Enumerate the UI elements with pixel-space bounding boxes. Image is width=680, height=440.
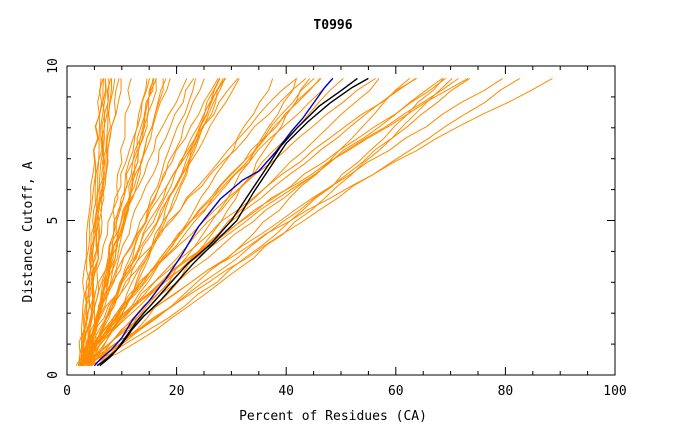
model-curve	[89, 78, 167, 366]
highlight-black-2-curve	[99, 77, 369, 367]
model-curve	[91, 78, 226, 366]
model-curve	[81, 78, 307, 366]
model-curve	[87, 77, 471, 367]
model-curve	[78, 78, 444, 367]
x-tick-label: 60	[388, 384, 404, 399]
x-tick-label: 100	[603, 384, 626, 399]
model-curve	[80, 78, 315, 367]
model-curve	[89, 78, 227, 366]
y-tick-label: 0	[46, 371, 61, 379]
model-curve	[82, 78, 157, 366]
y-tick-label: 5	[46, 217, 61, 225]
model-curve	[81, 78, 113, 366]
model-curve	[79, 78, 447, 366]
y-tick-label: 10	[46, 58, 61, 74]
model-curve	[86, 78, 157, 366]
chart-title: T0996	[313, 18, 352, 33]
x-tick-label: 20	[169, 384, 185, 399]
model-curve	[77, 78, 226, 367]
model-curve	[81, 78, 116, 366]
highlight-blue-curve	[93, 77, 334, 367]
model-curve	[88, 78, 380, 367]
model-curve	[79, 78, 154, 366]
model-curve	[89, 77, 417, 366]
model-curve	[84, 78, 297, 367]
model-curve	[89, 78, 205, 366]
model-curve	[79, 78, 274, 367]
model-curve	[90, 78, 110, 366]
model-curve	[82, 77, 459, 366]
model-curve	[89, 78, 334, 366]
x-tick-label: 40	[278, 384, 294, 399]
model-curve	[80, 78, 321, 366]
model-curve	[81, 77, 521, 367]
model-curve	[86, 78, 132, 366]
model-curve	[79, 78, 410, 367]
plot-area	[75, 77, 553, 367]
model-curve	[81, 78, 104, 366]
axis-ticks: 0 20 40 60 80 100 0 5 10	[46, 58, 627, 399]
model-curve	[83, 78, 102, 366]
x-axis-label: Percent of Residues (CA)	[239, 409, 427, 424]
x-tick-label: 0	[63, 384, 71, 399]
highlight-black-1-curve	[96, 77, 358, 367]
model-curve	[87, 78, 453, 367]
y-axis-label: Distance Cutoff, A	[21, 161, 36, 302]
model-curve	[87, 78, 297, 366]
x-tick-label: 80	[498, 384, 514, 399]
